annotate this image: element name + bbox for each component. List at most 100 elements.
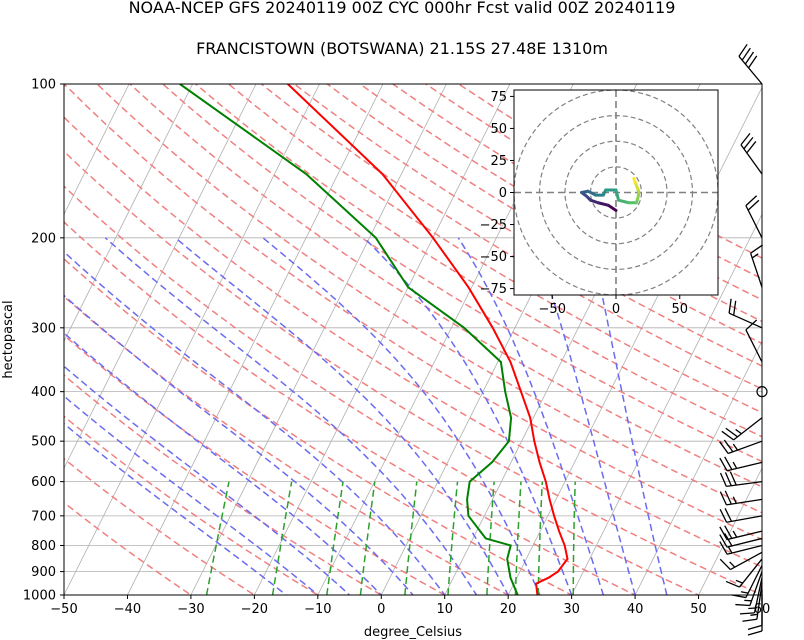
moist-adiabat (64, 250, 446, 595)
moist-adiabat (64, 294, 415, 595)
dry-adiabat (64, 84, 762, 541)
wind-barb (719, 456, 763, 472)
mixing-ratio-line (359, 481, 376, 595)
mixing-ratio-line (205, 481, 230, 595)
y-tick-label: 700 (31, 509, 56, 524)
moist-adiabat (104, 237, 478, 595)
isotherm-gridline (64, 84, 257, 469)
wind-barb (725, 558, 763, 588)
mixing-ratio-line (326, 481, 344, 595)
hodograph-y-tick-label: 75 (490, 90, 507, 105)
hodograph-y-tick-label: −75 (480, 282, 507, 297)
x-tick-label: −30 (177, 602, 204, 617)
hodograph-inset: −50 0 50 75 50 25 0 −25 −50 −75 (480, 89, 719, 317)
mixing-ratio-line (486, 481, 495, 595)
isotherm-gridline (190, 84, 447, 595)
x-tick-label: −40 (114, 602, 141, 617)
wind-barb (719, 525, 763, 541)
hodograph-x-tick-label: 0 (612, 302, 620, 317)
hodograph-segment (632, 176, 637, 184)
isotherm-gridline (127, 84, 384, 595)
wind-barb (740, 132, 763, 175)
mixing-ratio-line (514, 481, 522, 595)
hodograph-segment (596, 201, 610, 207)
wind-barb (749, 244, 763, 288)
dry-adiabat (64, 221, 637, 595)
x-tick-label: −10 (304, 602, 331, 617)
wind-barb (738, 43, 763, 85)
y-tick-label: 800 (31, 539, 56, 554)
x-tick-label: 10 (436, 602, 453, 617)
mixing-ratio-line (447, 481, 459, 595)
moist-adiabat (64, 332, 383, 595)
x-tick-label: 40 (627, 602, 644, 617)
dry-adiabat (64, 374, 383, 595)
wind-barb (719, 490, 763, 506)
isotherm-gridline (64, 84, 320, 595)
moist-adiabat (64, 365, 351, 595)
hodograph-y-tick-label: −25 (480, 218, 507, 233)
hodograph-y-tick-label: 0 (499, 186, 507, 201)
mixing-ratio-line (404, 481, 418, 595)
isotherm-gridline (698, 467, 762, 595)
temperature-line (287, 84, 569, 595)
y-tick-label: 200 (31, 231, 56, 246)
wind-barb (728, 298, 763, 329)
wind-barb (719, 541, 763, 555)
x-axis-label: degree_Celsius (364, 625, 462, 640)
wind-barb (721, 417, 763, 441)
x-tick-label: 0 (377, 602, 385, 617)
mixing-ratio-line (572, 481, 576, 595)
hodograph-segment (617, 198, 631, 205)
x-tick-label: −20 (241, 602, 268, 617)
dry-adiabat (162, 84, 762, 463)
isotherm-gridline (64, 84, 130, 216)
dewpoint-line (179, 84, 519, 595)
isotherm-gridline (64, 84, 194, 343)
wind-barb (719, 471, 763, 488)
y-tick-label: 1000 (23, 589, 56, 604)
wind-barb (739, 577, 763, 615)
dry-adiabat (96, 84, 762, 514)
moist-adiabat (531, 237, 636, 595)
wind-barb (735, 571, 763, 607)
hodograph-y-tick-label: 25 (490, 154, 507, 169)
y-tick-label: 500 (31, 435, 56, 450)
dry-adiabat (64, 116, 762, 568)
chart-title: NOAA-NCEP GFS 20240119 00Z CYC 000hr Fcs… (128, 0, 676, 17)
dry-adiabat (64, 295, 510, 595)
hodograph-y-tick-label: −50 (480, 250, 507, 265)
isotherm-gridline (253, 84, 511, 595)
x-tick-label: 30 (563, 602, 580, 617)
wind-barb (745, 195, 763, 239)
x-tick-label: 50 (690, 602, 707, 617)
dry-adiabat (64, 185, 701, 595)
dry-adiabat (195, 84, 762, 438)
y-tick-label: 100 (31, 78, 56, 93)
plot-frame (63, 83, 763, 596)
y-axis-label: hectopascal (1, 300, 16, 378)
wind-barb (747, 589, 763, 631)
y-tick-label: 900 (31, 565, 56, 580)
x-tick-label: 20 (500, 602, 517, 617)
dry-adiabat (64, 334, 447, 595)
y-tick-label: 600 (31, 475, 56, 490)
dry-adiabat (64, 501, 193, 595)
dry-adiabat (129, 84, 762, 488)
hodograph-x-tick-label: −50 (539, 302, 566, 317)
wind-barb (745, 319, 763, 363)
moist-adiabat (64, 395, 319, 595)
wind-barb (742, 583, 763, 622)
y-tick-label: 400 (31, 385, 56, 400)
dry-adiabat (64, 150, 762, 595)
mixing-ratio-line (271, 481, 293, 595)
moist-adiabat (589, 237, 668, 595)
hodograph-y-tick-label: 50 (490, 122, 507, 137)
wind-barb (719, 551, 763, 571)
isotherm-gridline (761, 594, 762, 595)
isotherm-gridline (634, 340, 762, 595)
isotherm-gridline (571, 213, 762, 595)
hodograph-segment (614, 188, 621, 202)
isotherm-gridline (507, 86, 762, 595)
